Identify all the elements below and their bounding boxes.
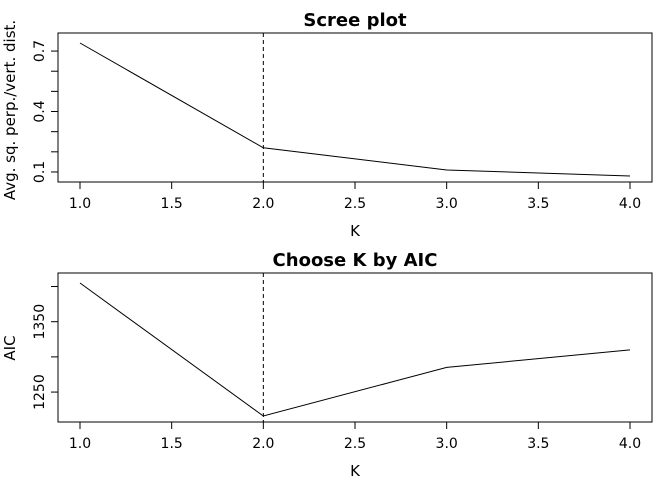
aic-plot-y-tick-label: 1350 [32, 304, 48, 340]
aic-plot-x-tick-label: 1.0 [69, 436, 91, 452]
aic-plot-title: Choose K by AIC [273, 250, 438, 271]
scree-plot-series-line [79, 42, 631, 177]
aic-plot-x-tick-label: 2.5 [344, 436, 366, 452]
scree-plot-x-tick-label: 1.5 [161, 196, 183, 212]
aic-plot-x-tick-label: 3.0 [436, 436, 458, 452]
aic-plot-x-label: K [350, 462, 361, 480]
scree-plot-y-tick-label: 0.1 [32, 161, 48, 183]
aic-plot-y-label: AIC [1, 335, 19, 360]
scree-plot-panel: Scree plot 1.0 1.5 2.0 2.5 3.0 3.5 4.0 0.10.40… [1, 10, 653, 240]
scree-plot-y-axis: 0.1 0.4 0.7 [32, 40, 58, 183]
aic-plot-x-tick-label: 1.5 [161, 436, 183, 452]
aic-plot-x-axis: 1.0 1.5 2.0 2.5 3.0 3.5 4.0 [69, 422, 641, 452]
aic-plot-y-axis: 1250 1350 [32, 286, 58, 410]
scree-plot-x-tick-label: 1.0 [69, 196, 91, 212]
aic-plot-series-line [79, 282, 631, 417]
aic-plot-panel: Choose K by AIC 1.0 1.5 2.0 2.5 3.0 3.5 4.0 12… [1, 250, 653, 480]
aic-plot-x-tick-label: 3.5 [527, 436, 549, 452]
scree-plot-x-tick-label: 3.0 [436, 196, 458, 212]
scree-plot-x-tick-label: 3.5 [527, 196, 549, 212]
aic-plot-frame [57, 272, 653, 423]
aic-plot-x-tick-label: 4.0 [619, 436, 641, 452]
scree-plot-frame [57, 32, 653, 183]
aic-plot-x-tick-label: 2.0 [252, 436, 274, 452]
scree-plot-x-axis: 1.0 1.5 2.0 2.5 3.0 3.5 4.0 [69, 182, 641, 212]
scree-plot-x-tick-label: 2.5 [344, 196, 366, 212]
scree-plot-x-label: K [350, 222, 361, 240]
scree-plot-y-label: Avg. sq. perp./vert. dist. [1, 20, 19, 200]
scree-plot-title: Scree plot [303, 10, 407, 31]
aic-plot-y-tick-label: 1250 [32, 374, 48, 410]
scree-plot-y-tick-label: 0.7 [32, 40, 48, 62]
scree-plot-x-tick-label: 4.0 [619, 196, 641, 212]
scree-plot-y-tick-label: 0.4 [32, 100, 48, 122]
scree-plot-x-tick-label: 2.0 [252, 196, 274, 212]
